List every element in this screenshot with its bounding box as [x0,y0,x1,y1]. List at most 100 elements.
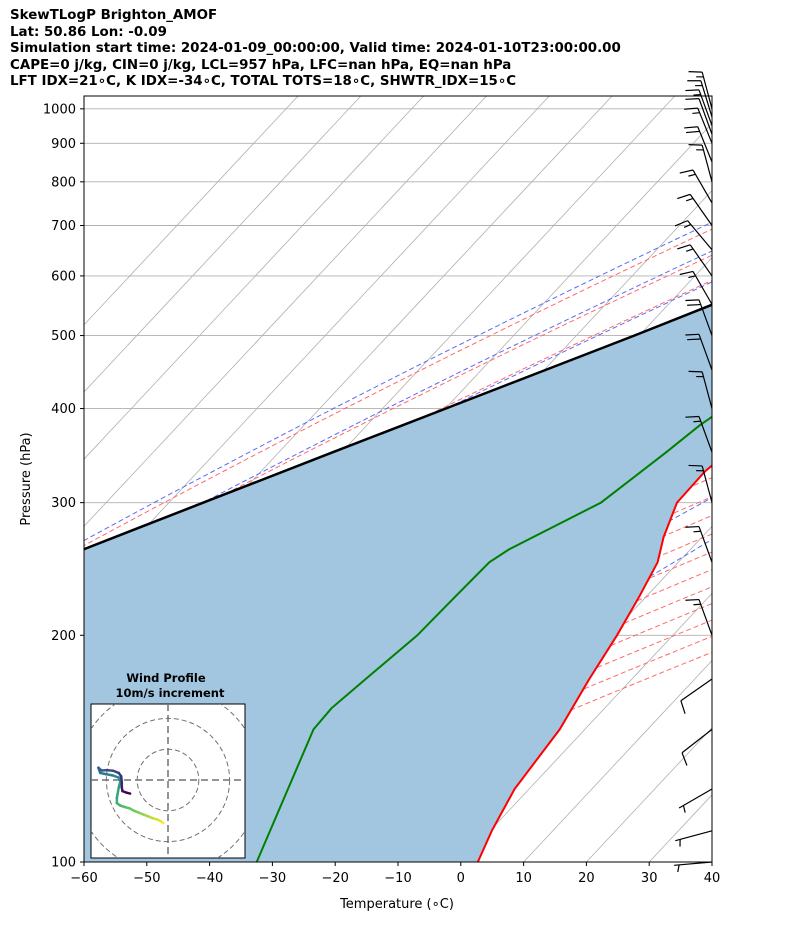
wind-barb-half-flag [693,530,701,533]
wind-barb-shaft [698,334,713,371]
wind-barb [675,830,713,847]
wind-barb-half-flag [677,864,680,873]
isotherm-line [775,96,794,862]
wind-barb-flag [685,333,700,336]
wind-barb-shaft [697,107,713,144]
isotherm-line [84,96,550,595]
wind-barb-shaft [701,71,713,109]
wind-barb [677,193,713,226]
dewpoint-line [255,415,712,862]
wind-barb-half-flag [685,197,694,202]
wind-barb [685,415,713,453]
wind-barb-flag [686,130,700,134]
wind-barb-flag [687,303,701,306]
y-tick-label: 600 [51,269,76,284]
wind-barb-flag [677,193,691,200]
y-tick-label: 300 [51,496,76,511]
wind-barb-flag [681,752,688,766]
wind-barb-shaft [701,144,713,182]
wind-barb-half-flag [683,223,692,228]
isotherm-line [523,659,712,862]
wind-barb-flag [684,107,698,110]
wind-barb-shaft [698,416,713,453]
y-tick-label: 1000 [43,102,76,117]
wind-barb-flag [674,220,688,227]
wind-barb [684,107,713,144]
cape-line: CAPE=0 j/kg, CIN=0 j/kg, LCL=957 hPa, LF… [10,57,512,73]
x-tick-label: 20 [578,871,595,886]
isotherm-line [84,96,299,326]
x-tick-label: −60 [70,871,97,886]
wind-barb [685,525,713,563]
x-tick-label: −50 [133,871,160,886]
hodograph: Wind Profile 10m/s increment [90,671,246,859]
y-tick-label: 200 [51,629,76,644]
isotherm-line [460,592,712,862]
wind-barb-half-flag [688,275,696,279]
x-tick-label: −20 [321,871,348,886]
x-tick-label: 40 [704,871,721,886]
dry-adiabat-line [84,228,712,547]
isotherm-line [84,96,613,662]
indices-line: LFT IDX=21∘C, K IDX=-34∘C, TOTAL TOTS=18… [10,74,517,89]
isotherm-line [711,861,712,862]
wind-barb-flag [685,299,700,302]
wind-barb-half-flag [693,93,701,96]
moist-adiabat-line [84,221,712,542]
x-tick-label: −10 [384,871,411,886]
x-tick-label: 10 [515,871,532,886]
wind-barb [680,678,713,714]
wind-barb-shaft [687,220,713,251]
wind-barb [685,98,713,135]
wind-barb [688,144,713,182]
wind-barb [685,299,713,336]
wind-barb-shaft [701,371,713,409]
wind-barb-shaft [674,861,713,866]
hodograph-plot [91,704,245,858]
y-tick-label: 800 [51,175,76,190]
wind-barb [688,370,713,409]
x-tick-label: 0 [457,871,465,886]
wind-barb-flag [685,525,700,528]
wind-barb-flag [685,415,700,418]
wind-barb-flag [687,338,701,341]
chart-title: SkewTLogP Brighton_AMOF [10,8,218,23]
wind-barb-half-flag [693,420,701,423]
wind-barb [678,788,713,813]
moist-adiabat-line [106,538,712,862]
wind-barbs [674,71,713,873]
wind-barb [684,126,713,163]
wind-barb [685,333,713,371]
wind-barb-shaft [678,788,713,809]
wind-barb-flag [679,270,694,276]
wind-barb [685,598,713,636]
wind-barb-shaft [689,194,713,226]
isotherm-line [84,96,424,460]
wind-barb-shaft [689,244,713,277]
wind-barb-shaft [697,126,713,163]
wind-barb-shaft [680,678,713,702]
wind-barb-flag [685,89,700,92]
wind-barb-flag [680,700,686,714]
wind-barb-shaft [692,271,713,305]
wind-barb-flag [684,126,698,129]
wind-barb [687,80,713,118]
wind-barb-half-flag [688,173,696,177]
isotherm-line [84,96,487,527]
time-line: Simulation start time: 2024-01-09_00:00:… [10,41,621,56]
y-tick-label: 400 [51,402,76,417]
wind-barb-shaft [681,728,713,754]
y-tick-label: 700 [51,219,76,234]
hodograph-title: Wind Profile [126,671,206,685]
wind-barb-shaft [698,299,713,336]
wind-barb-half-flag [692,112,700,115]
wind-barb [688,464,713,503]
x-tick-label: −30 [259,871,286,886]
y-tick-label: 900 [51,137,76,152]
wind-barb-shaft [692,169,713,204]
wind-barb [677,244,713,277]
wind-barb [679,169,713,204]
wind-barb-half-flag [682,805,686,813]
x-tick-label: 30 [641,871,658,886]
